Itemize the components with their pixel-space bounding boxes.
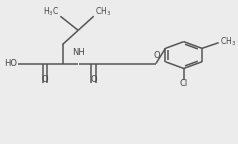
Text: CH$_3$: CH$_3$ [95,6,111,18]
Text: O: O [90,75,97,84]
Text: CH$_3$: CH$_3$ [220,35,236,48]
Text: O: O [41,75,48,84]
Text: O: O [154,51,160,60]
Text: NH: NH [72,48,84,57]
Text: Cl: Cl [180,79,188,88]
Text: HO: HO [4,59,17,68]
Text: H$_3$C: H$_3$C [43,6,59,18]
